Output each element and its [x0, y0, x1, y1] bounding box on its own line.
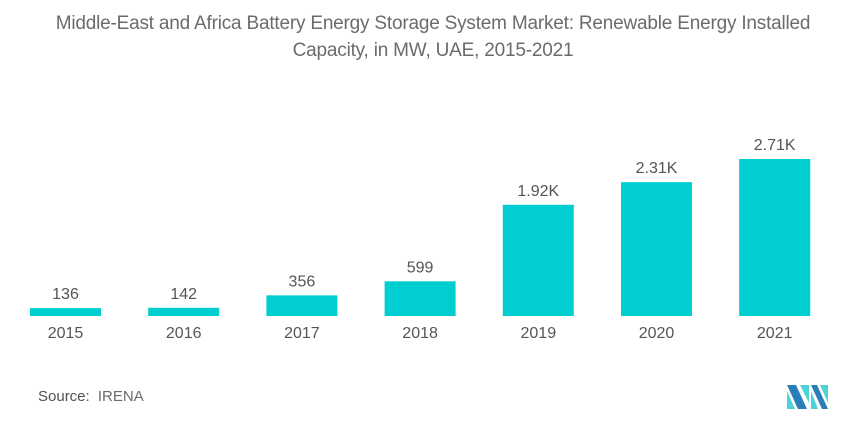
x-tick-label-2018: 2018 [402, 325, 438, 342]
chart-title-line-1: Middle-East and Africa Battery Energy St… [55, 13, 811, 34]
x-tick-label-2017: 2017 [284, 325, 320, 342]
bar-2021 [739, 159, 811, 316]
bar-2015 [30, 308, 101, 316]
bar-2020 [621, 182, 692, 316]
x-tick-label-2021: 2021 [757, 325, 793, 342]
brand-logo-icon [787, 385, 828, 409]
chart-title: Middle-East and Africa Battery Energy St… [0, 10, 866, 64]
x-tick-label-2016: 2016 [166, 325, 202, 342]
data-label-2019: 1.92K [517, 183, 559, 200]
source-note: Source: IRENA [38, 388, 144, 405]
data-label-2017: 356 [289, 273, 316, 290]
source-value: IRENA [97, 388, 144, 405]
x-tick-label-2020: 2020 [639, 325, 675, 342]
bar-2018 [384, 281, 456, 316]
data-label-2021: 2.71K [754, 137, 796, 154]
data-label-2015: 136 [52, 286, 79, 303]
data-label-2020: 2.31K [636, 160, 678, 177]
x-tick-label-2019: 2019 [521, 325, 557, 342]
source-label: Source: [38, 388, 90, 405]
x-tick-label-2015: 2015 [48, 325, 84, 342]
bar-2016 [148, 307, 220, 316]
data-label-2018: 599 [407, 259, 434, 276]
data-label-2016: 142 [170, 286, 197, 303]
bar-2017 [266, 295, 338, 316]
chart-title-line-2: Capacity, in MW, UAE, 2015-2021 [292, 40, 574, 61]
bar-2019 [502, 204, 574, 316]
